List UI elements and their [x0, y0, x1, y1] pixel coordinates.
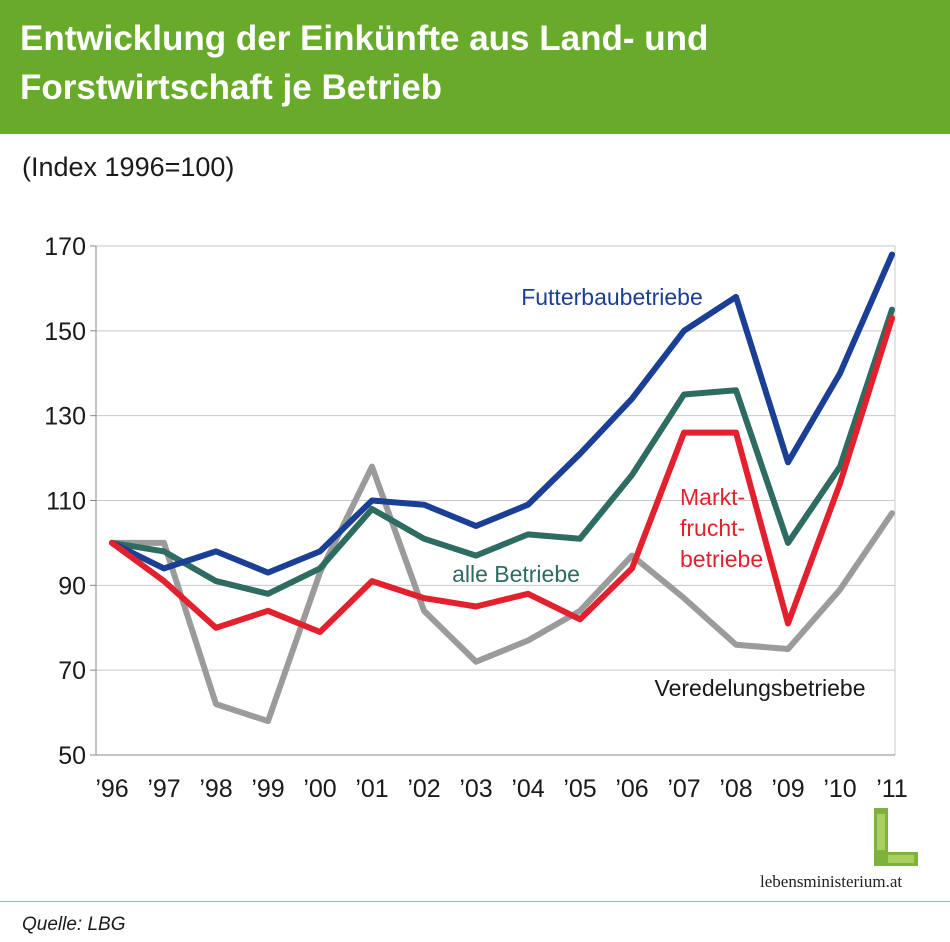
series-line — [109, 315, 895, 635]
x-tick-label: ’02 — [407, 775, 440, 803]
y-tick-label: 110 — [46, 488, 86, 516]
series-label: betriebe — [680, 546, 763, 572]
series-labels: Futterbaubetriebe alle Betriebe Markt-fruc… — [452, 284, 865, 701]
gridlines — [96, 245, 895, 671]
x-tick-label: ’10 — [823, 775, 856, 803]
x-tick-label: ’99 — [251, 775, 284, 803]
series-label: Markt- — [680, 484, 745, 510]
chart-subtitle: (Index 1996=100) — [22, 152, 235, 182]
y-tick-label: 170 — [44, 233, 86, 261]
chart-title-line-1: Entwicklung der Einkünfte aus Land- und — [20, 19, 709, 58]
y-tick-label: 70 — [58, 657, 86, 685]
y-tick-label: 90 — [58, 572, 86, 600]
series-label: Veredelungsbetriebe — [655, 675, 866, 701]
axes: 50 70 90 110 130 150 170 ’96 ’97 ’98 ’99 ’00 ’01 ’02 ’… — [44, 233, 907, 803]
source-note: Quelle: LBG — [22, 914, 126, 935]
x-tick-label: ’96 — [95, 775, 128, 803]
series-lines — [109, 251, 895, 725]
chart-title-line-2: Forstwirtschaft je Betrieb — [20, 68, 443, 107]
lebensministerium-logo-icon — [874, 808, 918, 866]
x-tick-label: ’03 — [459, 775, 492, 803]
footer-divider — [0, 901, 950, 902]
series-label: frucht- — [680, 515, 745, 541]
x-tick-label: ’07 — [667, 775, 700, 803]
x-tick-label: ’00 — [303, 775, 336, 803]
chart-title: Entwicklung der Einkünfte aus Land- und … — [20, 14, 920, 112]
series-label: Futterbaubetriebe — [521, 284, 703, 310]
line-chart: 50 70 90 110 130 150 170 ’96 ’97 ’98 ’99 ’00 ’01 ’02 ’… — [44, 233, 907, 803]
series-line — [109, 251, 895, 576]
series-label: alle Betriebe — [452, 561, 580, 587]
series-line — [109, 463, 895, 725]
x-tick-label: ’06 — [615, 775, 648, 803]
x-tick-label: ’09 — [771, 775, 804, 803]
series-line — [109, 306, 895, 597]
x-tick-label: ’04 — [511, 775, 544, 803]
x-tick-label: ’01 — [355, 775, 388, 803]
x-tick-label: ’98 — [199, 775, 232, 803]
y-tick-label: 150 — [44, 318, 86, 346]
x-tick-label: ’11 — [876, 775, 908, 803]
x-tick-label: ’05 — [563, 775, 596, 803]
x-tick-label: ’97 — [147, 775, 180, 803]
x-tick-label: ’08 — [719, 775, 752, 803]
y-tick-label: 130 — [44, 403, 86, 431]
title-banner: Entwicklung der Einkünfte aus Land- und … — [0, 0, 950, 134]
y-tick-label: 50 — [58, 742, 86, 770]
logo-text: lebensministerium.at — [760, 872, 903, 891]
